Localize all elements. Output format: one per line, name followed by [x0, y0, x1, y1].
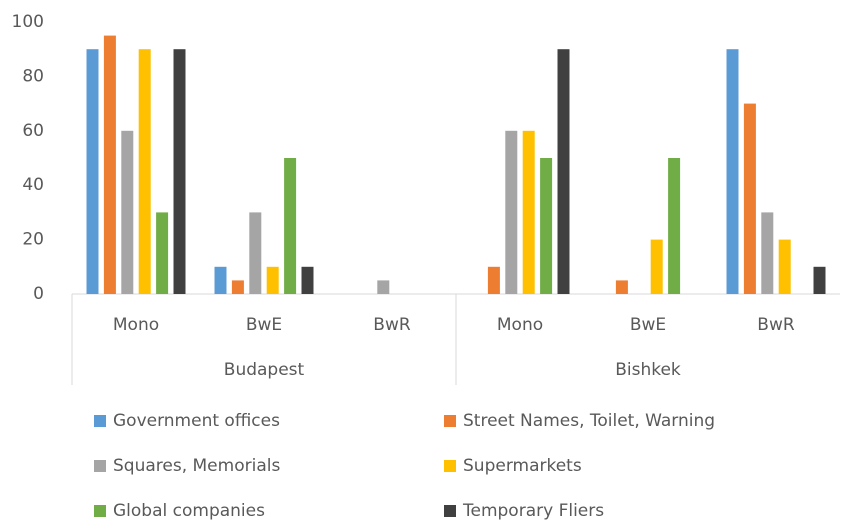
legend-label: Global companies — [113, 501, 265, 521]
bar — [761, 212, 774, 294]
group-label: Bishkek — [615, 360, 681, 380]
y-tick-label: 20 — [22, 230, 44, 250]
bar — [138, 49, 151, 295]
bar — [668, 158, 681, 294]
legend-label: Temporary Fliers — [462, 501, 604, 521]
x-tick-label: BwE — [630, 315, 666, 335]
bar — [377, 280, 390, 294]
y-tick-label: 100 — [12, 12, 44, 32]
y-tick-label: 80 — [22, 66, 44, 86]
bar — [156, 212, 169, 294]
x-tick-label: BwR — [757, 315, 795, 335]
legend-label: Street Names, Toilet, Warning — [463, 411, 715, 431]
y-tick-label: 40 — [22, 175, 44, 195]
legend-swatch — [94, 460, 106, 472]
legend-label: Government offices — [113, 411, 280, 431]
bar — [231, 280, 244, 294]
bar — [86, 49, 99, 295]
x-tick-label: Mono — [113, 315, 159, 335]
bar — [557, 49, 570, 295]
y-tick-label: 0 — [33, 284, 44, 304]
bar — [249, 212, 262, 294]
x-tick-label: BwE — [246, 315, 282, 335]
y-tick-label: 60 — [22, 121, 44, 141]
bar — [726, 49, 739, 295]
bar — [103, 35, 116, 294]
bar — [813, 266, 826, 294]
bar — [540, 158, 553, 294]
bar — [266, 266, 279, 294]
bar — [505, 130, 518, 294]
group-label: Budapest — [224, 360, 305, 380]
bar — [615, 280, 628, 294]
bar — [121, 130, 134, 294]
bar — [173, 49, 186, 295]
legend-swatch — [94, 415, 106, 427]
x-tick-label: BwR — [373, 315, 411, 335]
bar — [743, 103, 756, 294]
bar — [214, 266, 227, 294]
legend-label: Squares, Memorials — [113, 456, 280, 476]
bar — [522, 130, 535, 294]
legend-swatch — [444, 460, 456, 472]
legend-swatch — [444, 505, 456, 517]
x-tick-label: Mono — [497, 315, 543, 335]
bar — [301, 266, 314, 294]
bar — [650, 239, 663, 294]
legend-swatch — [444, 415, 456, 427]
legend-swatch — [94, 505, 106, 517]
bar — [778, 239, 791, 294]
bar — [487, 266, 500, 294]
legend-label: Supermarkets — [463, 456, 582, 476]
bar — [284, 158, 297, 294]
